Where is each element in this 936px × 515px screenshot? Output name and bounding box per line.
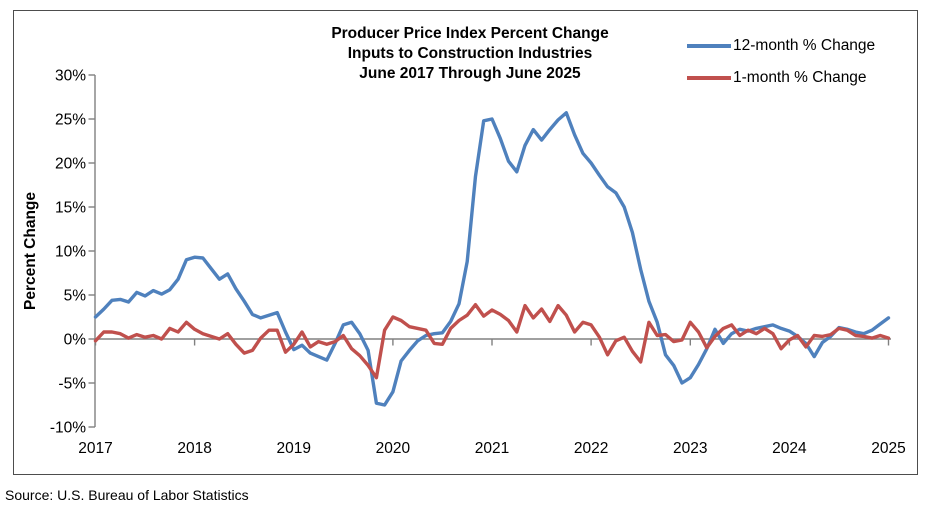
series-line-1-month <box>93 303 891 380</box>
chart-title-line-2: Inputs to Construction Industries <box>347 45 593 62</box>
y-axis-tick-label: 10% <box>55 244 86 261</box>
y-axis-tick-label: 25% <box>55 112 86 129</box>
chart-border <box>13 10 918 475</box>
legend-item-1-month: 1-month % Change <box>687 68 875 87</box>
x-axis-tick-label: 2019 <box>277 440 311 457</box>
x-axis-tick-label: 2022 <box>574 440 608 457</box>
x-axis-tick-label: 2024 <box>772 440 807 457</box>
x-axis-tick-label: 2020 <box>376 440 411 457</box>
y-axis-tick-label: 5% <box>64 288 87 305</box>
chart-title-line-3: June 2017 Through June 2025 <box>359 65 581 82</box>
legend-label-1-month: 1-month % Change <box>733 68 867 86</box>
x-axis-tick-label: 2018 <box>177 440 211 457</box>
legend: 12-month % Change 1-month % Change <box>687 36 875 100</box>
y-axis-tick-label: 20% <box>55 156 86 173</box>
chart-title: Producer Price Index Percent Change Inpu… <box>190 24 750 84</box>
legend-label-12-month: 12-month % Change <box>733 36 876 54</box>
x-axis-tick-label: 2023 <box>673 440 707 457</box>
source-note: Source: U.S. Bureau of Labor Statistics <box>5 487 249 503</box>
y-axis-tick-label: 30% <box>55 68 86 85</box>
y-axis-tick-label: 15% <box>55 200 86 217</box>
legend-item-12-month: 12-month % Change <box>687 36 875 55</box>
y-axis-tick-label: -5% <box>58 376 86 393</box>
legend-line-swatch-12-month <box>687 43 731 48</box>
legend-line-swatch-1-month <box>687 75 731 80</box>
x-axis-tick-label: 2017 <box>78 440 112 457</box>
y-axis-tick-label: 0% <box>64 332 87 349</box>
y-axis-tick-label: -10% <box>50 420 86 437</box>
x-axis-tick-label: 2021 <box>475 440 509 457</box>
chart-title-line-1: Producer Price Index Percent Change <box>331 25 609 42</box>
x-axis-tick-label: 2025 <box>871 440 905 457</box>
y-axis-title: Percent Change <box>22 191 39 311</box>
series-line-12-month <box>93 111 891 407</box>
